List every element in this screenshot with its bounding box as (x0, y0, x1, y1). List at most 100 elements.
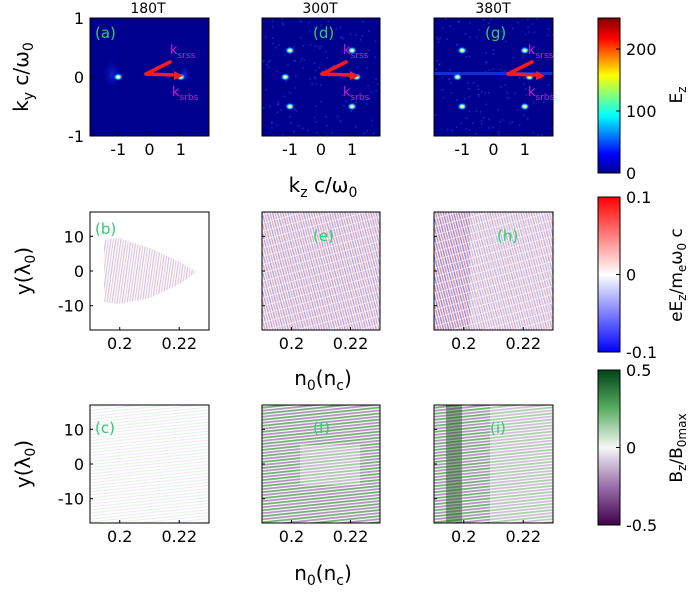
speckle-d (315, 105, 317, 107)
speckle-d (355, 101, 357, 104)
speckle-g (501, 31, 503, 33)
speckle-g (438, 64, 440, 66)
speckle-d (281, 22, 284, 24)
speckle-g (513, 92, 516, 95)
speckle-d (318, 66, 320, 69)
speckle-g (441, 77, 444, 79)
speckle-d (348, 76, 350, 78)
speckle-g (445, 18, 447, 21)
speckle-d (289, 116, 291, 118)
speckle-g (504, 40, 507, 43)
speckle-g (458, 21, 460, 23)
speckle-g (488, 69, 491, 71)
speckle-d (320, 24, 322, 26)
y-tick-label: 0 (74, 262, 84, 281)
colorbar-tick-label: 0 (626, 164, 636, 183)
hotspot-d-2 (280, 73, 291, 81)
speckle-d (309, 78, 311, 80)
speckle-g (447, 78, 450, 81)
speckle-g (449, 68, 451, 71)
x-tick-label: 0 (144, 140, 154, 159)
speckle-d (294, 87, 297, 89)
speckle-g (482, 19, 485, 21)
speckle-d (327, 20, 329, 23)
speckle-g (524, 88, 527, 90)
y-tick-label: 10 (64, 420, 84, 439)
row2-ylabel: y(λ0) (11, 247, 39, 295)
row-bfield (89, 404, 554, 524)
speckle-d (293, 108, 296, 110)
speckle-g (487, 92, 490, 94)
speckle-g (468, 96, 470, 98)
speckle-g (442, 89, 444, 91)
speckle-d (319, 84, 322, 86)
speckle-d (276, 124, 278, 126)
row1-xlabel: kz c/ω0 (289, 173, 358, 201)
speckle-d (370, 91, 373, 93)
k-srss-arrow-g (506, 60, 534, 76)
speckle-d (280, 109, 282, 111)
speckle-d (320, 45, 323, 48)
speckle-d (313, 62, 316, 65)
speckle-g (508, 97, 511, 99)
axis-labels: ky c/ω0 kz c/ω0 y(λ0) n0(nc) y(λ0) n0(nc… (9, 42, 357, 589)
speckle-d (314, 45, 317, 47)
speckle-g (465, 55, 468, 58)
speckle-d (300, 60, 302, 62)
speckle-g (551, 34, 553, 36)
speckle-g (488, 127, 490, 129)
speckle-d (367, 85, 370, 87)
speckle-d (283, 95, 286, 98)
x-tick-label: -1 (110, 140, 126, 159)
speckle-d (375, 78, 377, 81)
panel-b (89, 211, 210, 331)
speckle-d (355, 34, 357, 36)
speckle-d (346, 93, 349, 95)
speckle-g (456, 44, 458, 46)
x-tick-label: 0 (316, 140, 326, 159)
colorbar-tick-label: 0.5 (626, 361, 651, 380)
speckle-g (551, 58, 553, 61)
k-srss-arrow-d (320, 60, 348, 76)
speckle-g (475, 36, 478, 39)
speckle-d (326, 134, 328, 136)
speckle-d (367, 49, 370, 51)
speckle-g (517, 21, 520, 24)
panel-label-c: (c) (95, 419, 115, 437)
speckle-d (335, 28, 338, 30)
row3-xlabel: n0(nc) (294, 561, 352, 589)
hotspots-g (452, 46, 535, 111)
speckle-g (492, 126, 494, 129)
speckle-g (500, 69, 502, 71)
speckle-d (366, 129, 369, 132)
speckle-d (317, 134, 319, 136)
x-tick-label: -1 (282, 140, 298, 159)
column-title-180T: 180T (130, 1, 166, 17)
x-tick-label: 1 (347, 140, 357, 159)
y-tick-label: 0 (74, 455, 84, 474)
speckle-g (541, 133, 544, 136)
speckle-g (527, 18, 529, 21)
panel-c (89, 404, 210, 524)
speckle-g (491, 68, 494, 70)
speckle-d (349, 33, 352, 36)
panel-labels: (a) (d) (g) (b) (e) (h) (c) (f) (i) (95, 24, 518, 437)
speckle-d (303, 59, 306, 61)
speckle-g (512, 27, 514, 30)
speckle-g (442, 96, 445, 99)
speckle-d (336, 115, 339, 118)
speckle-d (272, 134, 275, 136)
speckle-g (448, 77, 451, 80)
speckle-d (332, 64, 335, 67)
speckle-g (509, 122, 511, 125)
speckle-d (307, 129, 309, 132)
speckle-g (477, 88, 480, 91)
speckle-g (451, 129, 453, 132)
speckle-d (345, 100, 347, 102)
speckle-d (340, 76, 342, 79)
speckle-g (528, 31, 530, 33)
speckle-g (499, 120, 502, 123)
speckle-g (446, 128, 449, 131)
speckle-d (289, 92, 291, 94)
